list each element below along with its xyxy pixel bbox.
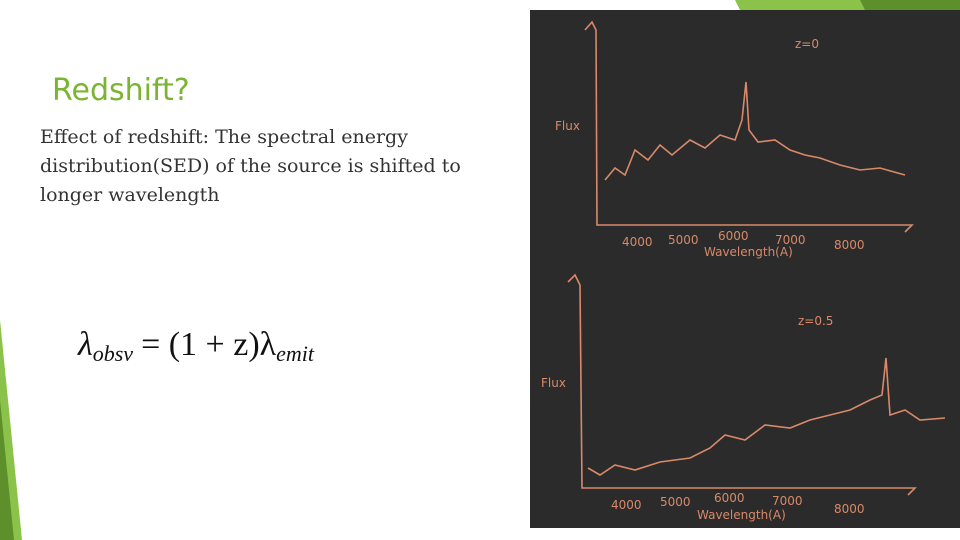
deco-top-dark	[860, 0, 960, 10]
panel-label: z=0.5	[798, 314, 833, 328]
tick-label: 5000	[668, 233, 699, 247]
axes	[584, 20, 914, 233]
spectrum	[604, 81, 906, 181]
formula-lhs-sub: obsv	[93, 341, 134, 366]
x-label: Wavelength(A)	[697, 508, 786, 522]
body-line: distribution(SED) of the source is shift…	[40, 155, 461, 177]
formula-rhs: = (1 + z)λ	[141, 326, 277, 363]
tick-label: 7000	[775, 233, 806, 247]
tick-label: 7000	[772, 494, 803, 508]
formula: λobsv = (1 + z)λemit	[77, 326, 315, 366]
tick-label: 4000	[611, 498, 642, 512]
tick-label: 6000	[714, 491, 745, 505]
tick-label: 5000	[660, 495, 691, 509]
axes	[567, 273, 917, 496]
body-line: longer wavelength	[40, 184, 219, 206]
deco-left-dark	[0, 400, 14, 540]
panel-label: z=0	[795, 37, 819, 51]
body-line: Effect of redshift: The spectral energy	[40, 126, 408, 148]
formula-rhs-sub: emit	[276, 341, 315, 366]
tick-label: 4000	[622, 235, 653, 249]
formula-lhs: λ	[77, 326, 93, 363]
x-label: Wavelength(A)	[704, 245, 793, 259]
tick-label: 8000	[834, 238, 865, 252]
y-label: Flux	[541, 376, 566, 390]
spectrum	[587, 357, 946, 476]
y-label: Flux	[555, 119, 580, 133]
slide-title: Redshift?	[52, 73, 190, 108]
tick-label: 6000	[718, 229, 749, 243]
tick-label: 8000	[834, 502, 865, 516]
